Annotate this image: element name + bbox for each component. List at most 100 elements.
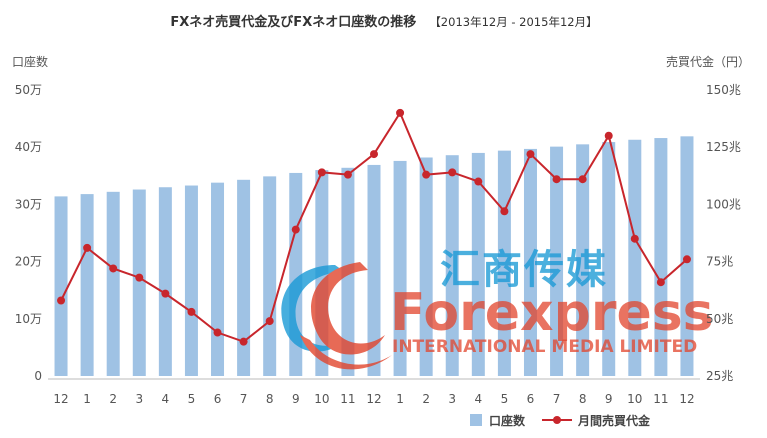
line-volume-point-24	[682, 255, 691, 264]
watermark-swoosh-icon	[281, 262, 392, 370]
x-axis-ticks: 12 1 2 3 4 5 6 7 8 9 10 11 12 1 2 3 4 5 6 7 8 9 10 11 12	[53, 392, 694, 406]
bar-accounts-12	[367, 164, 381, 376]
line-volume-point-5	[187, 307, 196, 316]
bar-accounts-22	[628, 139, 642, 376]
legend-line-marker	[553, 416, 561, 424]
line-volume-point-21	[604, 131, 613, 140]
x-tick-label: 10	[627, 392, 642, 406]
x-tick-label: 2	[109, 392, 117, 406]
line-volume-point-8	[265, 317, 274, 326]
line-volume-point-17	[500, 207, 509, 216]
chart-title-line: FXネオ売買代金及びFXネオ口座数の推移 【2013年12月 - 2015年12…	[170, 11, 597, 30]
left-axis-ticks: 0 10万 20万 30万 40万 50万	[15, 83, 42, 383]
x-tick-label: 3	[135, 392, 143, 406]
right-tick-label: 50兆	[706, 312, 733, 326]
line-volume-point-22	[630, 234, 639, 243]
left-tick-label: 30万	[15, 197, 42, 211]
right-axis-title: 売買代金（円）	[666, 54, 750, 69]
bar-accounts-8	[263, 176, 277, 376]
line-volume-point-13	[396, 108, 405, 117]
x-tick-label: 9	[292, 392, 300, 406]
x-tick-label: 8	[579, 392, 587, 406]
line-volume-point-7	[239, 337, 248, 346]
line-volume-point-16	[474, 177, 483, 186]
line-volume-point-1	[83, 243, 92, 252]
x-tick-label: 6	[214, 392, 222, 406]
right-tick-label: 25兆	[706, 369, 733, 383]
x-tick-label: 1	[396, 392, 404, 406]
x-tick-label: 4	[162, 392, 170, 406]
watermark-tagline: INTERNATIONAL MEDIA LIMITED	[392, 337, 697, 357]
legend-bar-label: 口座数	[489, 413, 526, 428]
bar-accounts-14	[419, 157, 433, 376]
bar-accounts-1	[80, 194, 94, 376]
x-tick-label: 11	[653, 392, 668, 406]
right-axis-ticks: 25兆 50兆 75兆 100兆 125兆 150兆	[706, 83, 741, 383]
bar-accounts-2	[106, 191, 120, 376]
legend: 口座数 月間売買代金	[470, 413, 651, 428]
right-tick-label: 100兆	[706, 197, 741, 211]
line-volume-point-4	[161, 289, 170, 298]
bar-accounts-16	[471, 152, 485, 376]
bar-accounts-20	[576, 144, 590, 376]
watermark-brand: Forexpress	[390, 283, 714, 343]
x-tick-label: 1	[83, 392, 91, 406]
line-volume-point-9	[291, 225, 300, 234]
line-volume-point-23	[656, 278, 665, 287]
line-volume-point-3	[135, 273, 144, 282]
x-tick-label: 12	[53, 392, 68, 406]
x-tick-label: 5	[501, 392, 509, 406]
bar-accounts-23	[654, 138, 668, 376]
line-volume-point-0	[57, 296, 66, 305]
bar-accounts-15	[445, 155, 459, 376]
line-volume-point-15	[448, 168, 457, 177]
line-volume-point-11	[343, 170, 352, 179]
left-tick-label: 50万	[15, 83, 42, 97]
x-tick-label: 12	[366, 392, 381, 406]
bar-accounts-7	[237, 179, 251, 376]
line-volume-point-14	[422, 170, 431, 179]
x-tick-label: 10	[314, 392, 329, 406]
bar-accounts-18	[523, 148, 537, 376]
watermark-logo: 汇商传媒 Forexpress INTERNATIONAL MEDIA LIMI…	[281, 247, 714, 370]
line-volume-point-19	[552, 175, 561, 184]
left-tick-label: 10万	[15, 312, 42, 326]
bar-accounts-21	[602, 142, 616, 376]
bar-accounts-4	[158, 187, 172, 376]
line-volume-point-2	[109, 264, 118, 273]
bar-accounts-5	[184, 185, 198, 376]
right-tick-label: 125兆	[706, 140, 741, 154]
bar-series-accounts	[54, 136, 694, 376]
legend-bar-swatch	[470, 414, 482, 426]
x-tick-label: 2	[422, 392, 430, 406]
left-tick-label: 40万	[15, 140, 42, 154]
chart-title: FXネオ売買代金及びFXネオ口座数の推移	[170, 14, 416, 30]
bar-accounts-6	[211, 182, 225, 376]
chart-subtitle: 【2013年12月 - 2015年12月】	[429, 15, 597, 29]
x-tick-label: 3	[448, 392, 456, 406]
line-volume-point-12	[370, 150, 378, 159]
x-tick-label: 5	[188, 392, 196, 406]
line-volume-point-10	[317, 168, 326, 177]
left-tick-label: 20万	[15, 255, 42, 269]
x-tick-label: 9	[605, 392, 613, 406]
bar-accounts-3	[132, 189, 146, 376]
x-tick-label: 7	[553, 392, 561, 406]
x-tick-label: 8	[266, 392, 274, 406]
line-volume-point-18	[526, 150, 535, 159]
x-tick-label: 4	[474, 392, 482, 406]
line-volume-point-6	[213, 328, 222, 337]
x-tick-label: 11	[340, 392, 355, 406]
line-volume-point-20	[578, 175, 587, 184]
left-tick-label: 0	[34, 369, 42, 383]
right-tick-label: 150兆	[706, 83, 741, 97]
right-tick-label: 75兆	[706, 255, 733, 269]
x-tick-label: 7	[240, 392, 248, 406]
bar-accounts-19	[550, 146, 564, 376]
line-series-volume	[57, 108, 691, 346]
x-tick-label: 6	[527, 392, 535, 406]
left-axis-title: 口座数	[12, 54, 48, 69]
bar-accounts-0	[54, 196, 68, 376]
